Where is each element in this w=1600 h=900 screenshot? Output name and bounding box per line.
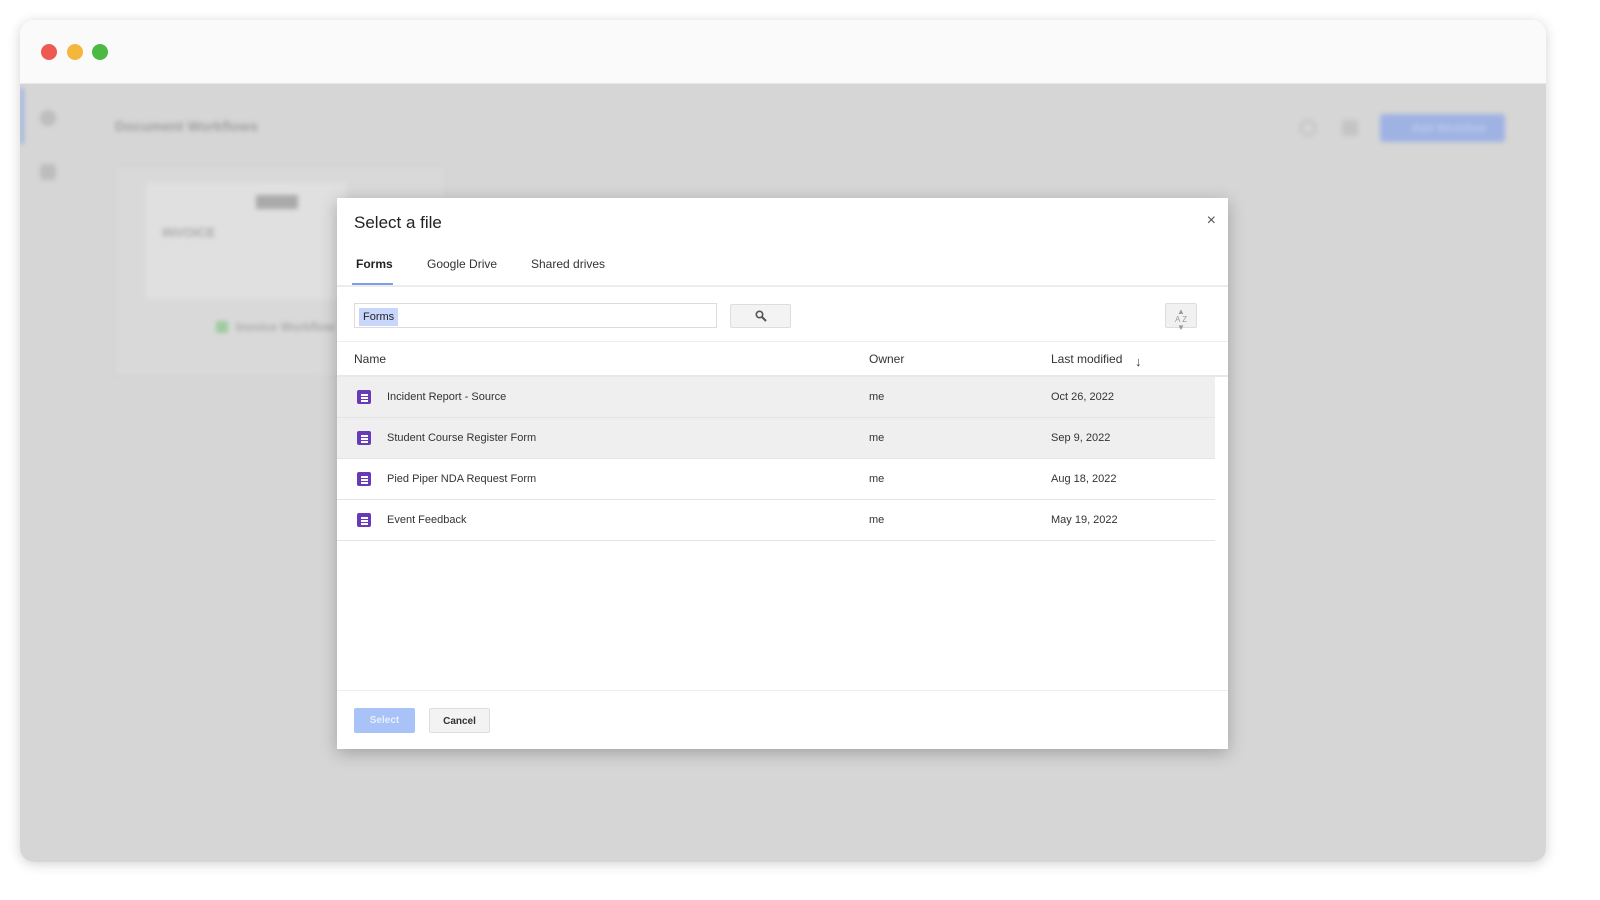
tab-forms[interactable]: Forms — [356, 257, 393, 271]
search-filter-chip[interactable]: Forms — [359, 308, 399, 326]
search-icon — [754, 310, 767, 322]
home-icon — [40, 110, 56, 126]
file-row[interactable]: Incident Report - Source me Oct 26, 2022 — [337, 377, 1215, 418]
cancel-button[interactable]: Cancel — [429, 708, 490, 733]
file-owner: me — [869, 473, 885, 485]
column-last-modified[interactable]: Last modified — [1051, 352, 1123, 366]
title-bar — [20, 20, 1546, 84]
active-tab-indicator — [352, 283, 393, 285]
file-owner: me — [869, 514, 885, 526]
settings-icon — [1342, 120, 1358, 136]
page-title: Document Workflows — [115, 118, 258, 134]
file-list: Incident Report - Source me Oct 26, 2022… — [337, 377, 1215, 541]
column-name[interactable]: Name — [354, 352, 387, 366]
dialog-footer: Select Cancel — [337, 690, 1228, 749]
file-row[interactable]: Student Course Register Form me Sep 9, 2… — [337, 418, 1215, 459]
sort-az-button[interactable]: ▲ A Z ▼ — [1165, 303, 1197, 332]
file-name: Incident Report - Source — [387, 391, 507, 403]
select-file-dialog: Select a file × Forms Google Drive Share… — [337, 198, 1228, 749]
search-input[interactable]: Forms — [354, 303, 717, 328]
tab-shared-drives[interactable]: Shared drives — [531, 257, 606, 271]
file-name: Student Course Register Form — [387, 432, 537, 444]
file-row[interactable]: Event Feedback me May 19, 2022 — [337, 500, 1215, 541]
sort-az-icon: ▲ A Z ▼ — [1174, 307, 1187, 332]
google-forms-icon — [357, 472, 371, 486]
file-modified: May 19, 2022 — [1051, 514, 1118, 526]
file-name: Pied Piper NDA Request Form — [387, 473, 537, 485]
close-icon[interactable]: × — [1206, 212, 1216, 229]
file-modified: Aug 18, 2022 — [1051, 473, 1117, 485]
file-owner: me — [869, 432, 885, 444]
search-icon — [1300, 120, 1316, 136]
tab-bar: Forms Google Drive Shared drives — [337, 248, 1228, 287]
google-forms-icon — [357, 390, 371, 404]
google-forms-icon — [357, 431, 371, 445]
file-modified: Sep 9, 2022 — [1051, 432, 1111, 444]
close-window-button[interactable] — [41, 44, 57, 60]
maximize-window-button[interactable] — [92, 44, 108, 60]
file-name: Event Feedback — [387, 514, 467, 526]
file-modified: Oct 26, 2022 — [1051, 391, 1114, 403]
sort-descending-icon[interactable]: ↓ — [1135, 354, 1142, 369]
dialog-title: Select a file — [354, 213, 442, 232]
file-owner: me — [869, 391, 885, 403]
app-background: Document Workflows Add Workflow INVOICE … — [20, 84, 1546, 862]
table-header: Name Owner Last modified ↓ — [337, 341, 1228, 377]
file-row[interactable]: Pied Piper NDA Request Form me Aug 18, 2… — [337, 459, 1215, 500]
tab-google-drive[interactable]: Google Drive — [427, 257, 498, 271]
minimize-window-button[interactable] — [67, 44, 83, 60]
select-button[interactable]: Select — [354, 708, 415, 733]
search-button[interactable] — [730, 304, 791, 328]
browser-window: Document Workflows Add Workflow INVOICE … — [20, 20, 1546, 862]
column-owner[interactable]: Owner — [869, 352, 905, 366]
add-workflow-button: Add Workflow — [1380, 114, 1505, 142]
google-forms-icon — [357, 513, 371, 527]
grid-icon — [40, 164, 56, 180]
